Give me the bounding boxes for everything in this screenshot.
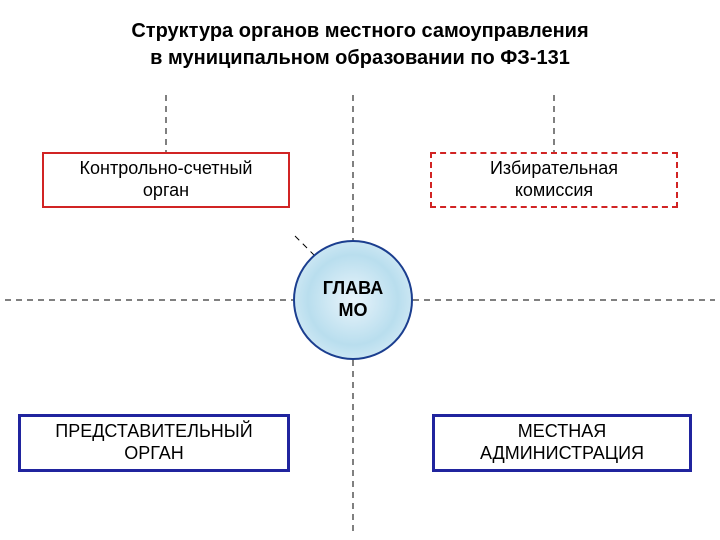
box-electoral-commission: Избирательная комиссия: [430, 152, 678, 208]
box-tr-line1: Избирательная: [490, 158, 618, 178]
box-representative-body: ПРЕДСТАВИТЕЛЬНЫЙ ОРГАН: [18, 414, 290, 472]
box-bl-line1: ПРЕДСТАВИТЕЛЬНЫЙ: [55, 421, 252, 441]
box-br-line1: МЕСТНАЯ: [518, 421, 606, 441]
center-node-glava-mo: ГЛАВА МО: [293, 240, 413, 360]
box-bl-line2: ОРГАН: [124, 443, 184, 463]
center-label-line1: ГЛАВА: [323, 278, 384, 298]
box-control-accounting-body: Контрольно-счетный орган: [42, 152, 290, 208]
title-line1: Структура органов местного самоуправлени…: [131, 20, 588, 42]
box-local-administration: МЕСТНАЯ АДМИНИСТРАЦИЯ: [432, 414, 692, 472]
box-br-line2: АДМИНИСТРАЦИЯ: [480, 443, 644, 463]
box-tl-line2: орган: [143, 180, 189, 200]
page-title: Структура органов местного самоуправлени…: [0, 18, 720, 72]
center-label-line2: МО: [339, 300, 368, 320]
title-line2: в муниципальном образовании по ФЗ-131: [150, 47, 570, 69]
box-tr-line2: комиссия: [515, 180, 593, 200]
box-tl-line1: Контрольно-счетный: [80, 158, 253, 178]
